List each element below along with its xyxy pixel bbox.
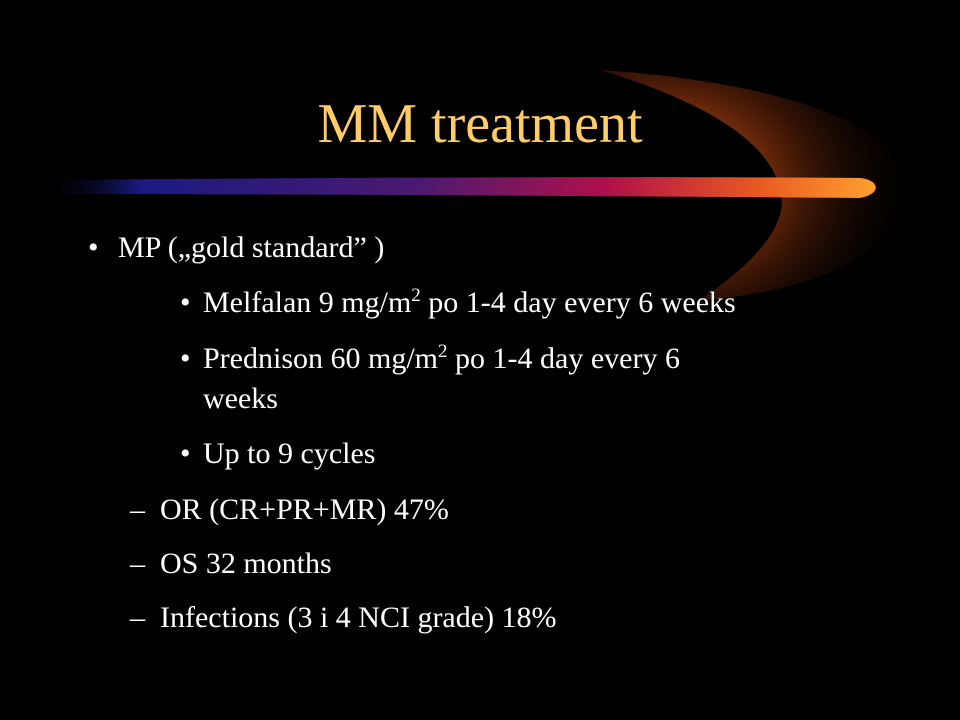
infections-dash: – bbox=[130, 601, 145, 634]
melfalan-superscript: 2 bbox=[411, 285, 421, 306]
or-text: OR (CR+PR+MR) 47% bbox=[160, 493, 449, 526]
slide-title: MM treatment bbox=[317, 93, 643, 155]
cycles-text: Up to 9 cycles bbox=[203, 437, 376, 470]
level1-bullet: • bbox=[88, 231, 99, 264]
prednison-continuation: weeks bbox=[203, 382, 278, 415]
cycles-bullet: • bbox=[180, 437, 191, 470]
prednison-bullet: • bbox=[180, 342, 191, 375]
os-dash: – bbox=[130, 547, 145, 580]
melfalan-bullet: • bbox=[180, 286, 191, 319]
prednison-line: Prednison 60 mg/m2 po 1-4 day every 6 bbox=[203, 341, 680, 375]
prednison-superscript: 2 bbox=[438, 341, 448, 362]
melfalan-line: Melfalan 9 mg/m2 po 1-4 day every 6 week… bbox=[203, 285, 736, 319]
swoosh-glow bbox=[600, 70, 906, 300]
os-text: OS 32 months bbox=[160, 547, 332, 580]
swoosh-band bbox=[40, 177, 876, 198]
or-dash: – bbox=[130, 493, 145, 526]
infections-text: Infections (3 i 4 NCI grade) 18% bbox=[160, 601, 557, 634]
level1-text: MP („gold standard” ) bbox=[118, 231, 385, 264]
